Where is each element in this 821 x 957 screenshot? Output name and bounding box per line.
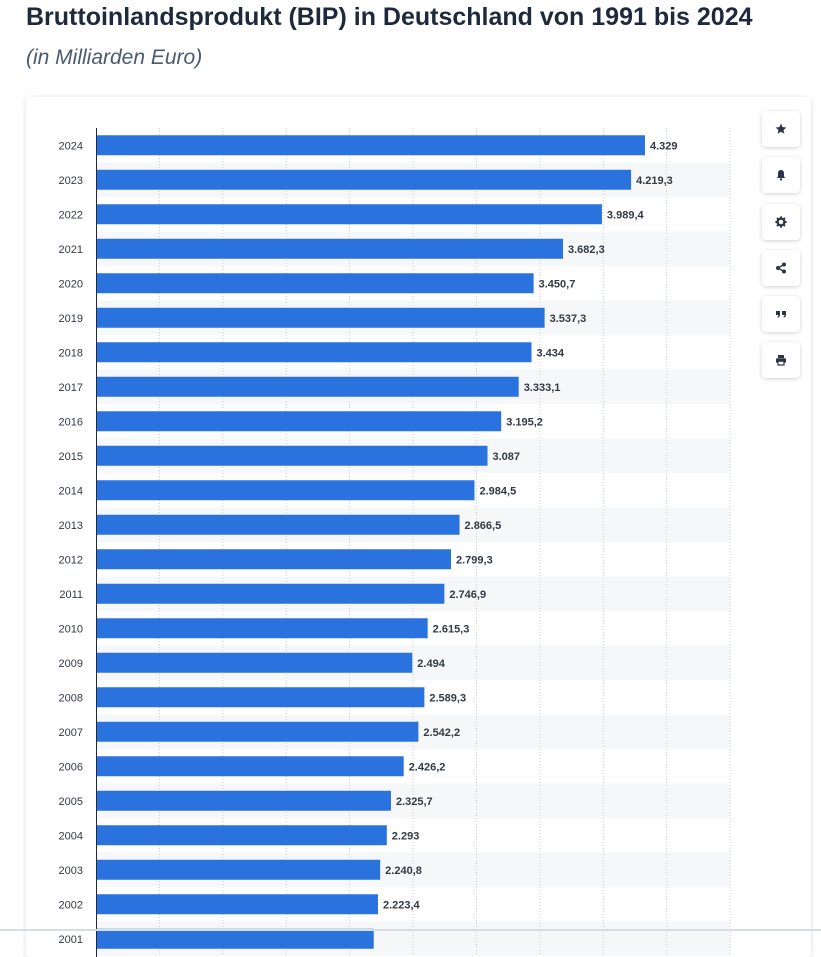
value-label: 2.589,3 — [429, 692, 466, 704]
bar — [96, 687, 425, 708]
value-label: 3.434 — [536, 347, 564, 359]
category-label: 2008 — [59, 692, 83, 704]
category-label: 2015 — [59, 451, 83, 463]
bar — [96, 825, 387, 846]
value-label: 2.746,9 — [449, 589, 486, 601]
value-label: 3.333,1 — [524, 382, 561, 394]
category-label: 2005 — [59, 796, 83, 808]
value-label: 3.989,4 — [607, 209, 645, 221]
value-label: 2.984,5 — [479, 485, 516, 497]
bar — [96, 514, 460, 535]
settings-button[interactable] — [762, 203, 800, 240]
value-label: 2.325,7 — [396, 796, 433, 808]
bar — [96, 652, 413, 673]
quote-icon — [776, 311, 786, 318]
category-label: 2020 — [59, 278, 83, 290]
share-icon — [776, 262, 786, 274]
value-label: 2.615,3 — [433, 623, 470, 635]
bell-icon — [776, 170, 786, 181]
value-label: 2.293 — [392, 830, 420, 842]
category-label: 2024 — [59, 140, 83, 152]
value-label: 3.450,7 — [539, 278, 576, 290]
value-label: 4.329 — [650, 140, 678, 152]
value-label: 2.240,8 — [385, 865, 422, 877]
chart-card: 2024 4.329 2023 4.219,3 2022 3.989,4 2021 3.682… — [26, 97, 811, 957]
favorite-button[interactable] — [762, 111, 800, 147]
bar — [96, 894, 378, 915]
category-label: 2023 — [59, 175, 83, 187]
bar — [96, 583, 445, 604]
bar — [96, 342, 532, 363]
star-icon — [775, 123, 787, 134]
category-label: 2011 — [59, 589, 83, 601]
page-divider — [0, 929, 821, 931]
value-label: 2.799,3 — [456, 554, 493, 566]
chart-toolbar — [762, 111, 800, 389]
value-label: 4.219,3 — [636, 175, 673, 187]
category-label: 2012 — [59, 554, 83, 566]
category-label: 2014 — [59, 485, 83, 497]
bar — [96, 204, 602, 225]
bar — [96, 618, 428, 639]
bar — [96, 790, 391, 811]
bar — [96, 376, 519, 397]
bar — [96, 307, 545, 328]
bar — [96, 480, 475, 501]
category-label: 2013 — [59, 520, 83, 532]
value-label: 2.426,2 — [409, 761, 446, 773]
bar — [96, 411, 502, 432]
bar — [96, 169, 632, 190]
category-label: 2021 — [59, 244, 83, 256]
category-label: 2002 — [59, 899, 83, 911]
bar — [96, 273, 534, 294]
value-label: 2.542,2 — [423, 727, 460, 739]
bar — [96, 859, 381, 880]
category-label: 2019 — [59, 313, 83, 325]
category-label: 2003 — [59, 865, 83, 877]
chart-subtitle: (in Milliarden Euro) — [26, 46, 203, 69]
value-label: 2.494 — [417, 658, 445, 670]
category-label: 2009 — [59, 658, 83, 670]
category-label: 2007 — [59, 727, 83, 739]
category-label: 2004 — [59, 830, 83, 842]
category-label: 2010 — [59, 623, 83, 635]
category-label: 2006 — [59, 761, 83, 773]
value-label: 3.682,3 — [568, 244, 605, 256]
value-label: 2.223,4 — [383, 899, 421, 911]
bar — [96, 445, 488, 466]
bar — [96, 928, 374, 949]
bar — [96, 238, 563, 259]
category-label: 2001 — [59, 934, 83, 946]
bar — [96, 549, 452, 570]
share-button[interactable] — [762, 249, 800, 286]
cite-button[interactable] — [762, 296, 800, 333]
category-label: 2016 — [59, 416, 83, 428]
category-label: 2022 — [59, 209, 83, 221]
notification-button[interactable] — [762, 157, 800, 194]
bar — [96, 721, 419, 742]
bar — [96, 756, 404, 777]
value-label: 3.195,2 — [506, 416, 543, 428]
category-label: 2017 — [59, 382, 83, 394]
chart-title: Bruttoinlandsprodukt (BIP) in Deutschlan… — [26, 3, 753, 31]
bar-chart: 2024 4.329 2023 4.219,3 2022 3.989,4 2021 3.682… — [59, 128, 731, 957]
gear-icon — [775, 215, 787, 228]
value-label: 2.866,5 — [465, 520, 502, 532]
category-label: 2018 — [59, 347, 83, 359]
value-label: 3.537,3 — [550, 313, 587, 325]
bar — [96, 135, 645, 156]
print-icon — [776, 355, 786, 367]
print-button[interactable] — [762, 342, 800, 379]
value-label: 3.087 — [492, 451, 520, 463]
